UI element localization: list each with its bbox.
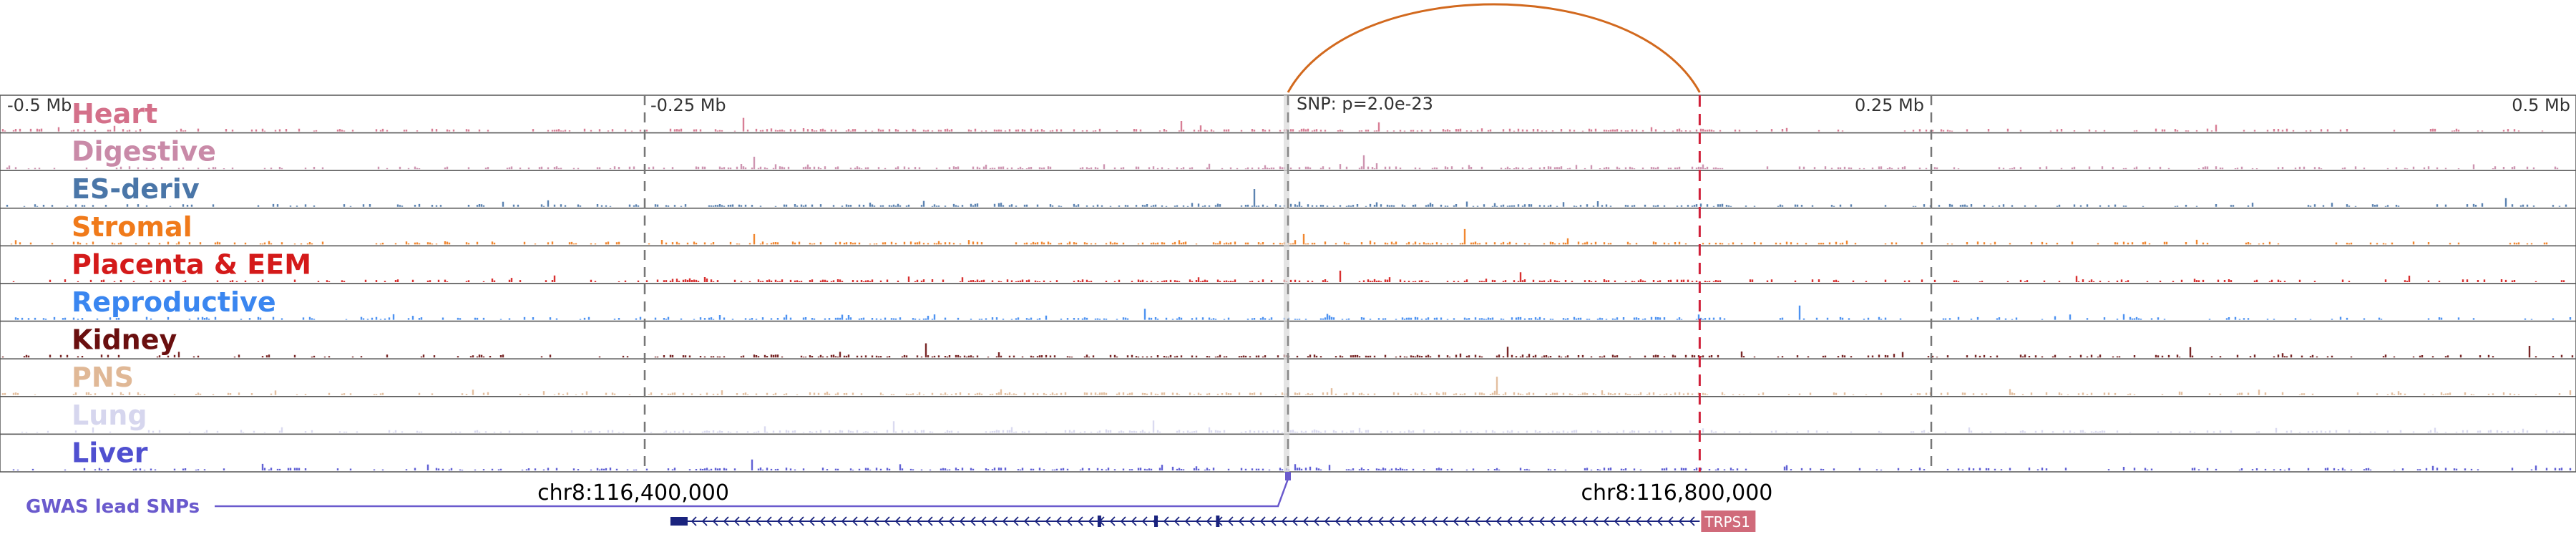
track-signal-5 (14, 305, 2572, 320)
coordinate-label-right: chr8:116,800,000 (1581, 480, 1772, 505)
snp-highlight-band (1284, 95, 1289, 472)
axis-tick-label-0: -0.5 Mb (7, 95, 72, 115)
gene-label-background (1701, 511, 1756, 532)
track-signal-4 (12, 271, 2565, 282)
track-label-4: Placenta & EEM (72, 248, 311, 280)
track-label-6: Kidney (72, 324, 177, 356)
track-label-3: Stromal (72, 211, 192, 243)
track-label-0: Heart (72, 98, 157, 130)
axis-tick-label-3: 0.5 Mb (2512, 95, 2570, 115)
snp-pvalue-label: SNP: p=2.0e-23 (1297, 94, 1433, 114)
track-signal-8 (21, 420, 2565, 433)
track-signal-9 (12, 459, 2572, 470)
gwas-connector-line (215, 478, 1289, 508)
axis-tick-label-1: -0.25 Mb (650, 95, 726, 115)
track-signal-3 (10, 228, 2548, 245)
track-label-8: Lung (72, 400, 147, 431)
gene-exon-0 (1097, 516, 1101, 527)
track-signal-1 (6, 155, 2559, 170)
track-label-9: Liver (72, 437, 148, 468)
gwas-snp-marker[interactable] (1285, 472, 1291, 480)
gene-label: TRPS1 (1704, 513, 1750, 531)
gene-model-trps1[interactable] (670, 516, 1700, 527)
track-label-1: Digestive (72, 136, 216, 168)
track-signal-2 (6, 189, 2567, 207)
chromatin-loop-arc (1287, 3, 1701, 93)
track-label-5: Reproductive (72, 286, 276, 318)
coordinate-label-left: chr8:116,400,000 (537, 480, 729, 505)
gwas-track-label: GWAS lead SNPs (26, 496, 200, 518)
track-signal-7 (1, 377, 2572, 395)
gene-exon-utr (670, 517, 688, 526)
gene-exon-2 (1216, 516, 1220, 527)
position-axis: -0.5 Mb -0.25 Mb 0.25 Mb 0.5 Mb (7, 95, 2570, 115)
axis-tick-label-2: 0.25 Mb (1855, 95, 1924, 115)
guide-lines (643, 95, 1933, 472)
track-signal-0 (1, 117, 2544, 132)
gene-strand-arrows (691, 516, 1695, 526)
track-label-2: ES-deriv (72, 173, 200, 205)
track-label-7: PNS (72, 362, 134, 393)
track-signal-6 (1, 343, 2574, 358)
gene-exon-1 (1154, 516, 1158, 527)
